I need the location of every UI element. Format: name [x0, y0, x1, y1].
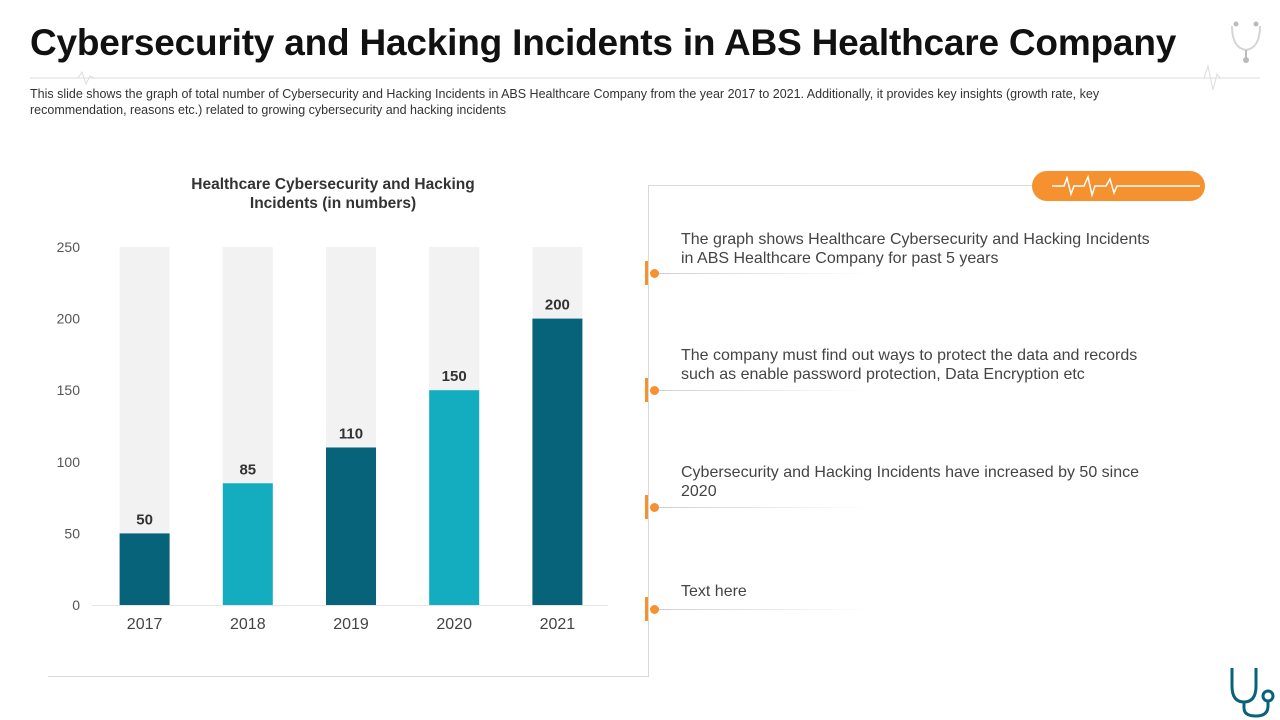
y-tick-label: 0 — [72, 597, 80, 613]
heartbeat-divider-icon — [30, 64, 1260, 91]
bar — [222, 483, 273, 605]
x-tick-label: 2019 — [333, 616, 369, 633]
y-tick-label: 250 — [57, 239, 81, 255]
x-tick-label: 2020 — [436, 616, 472, 633]
chart-title: Healthcare Cybersecurity and Hacking Inc… — [191, 176, 475, 212]
bar — [429, 390, 480, 605]
chart-plot: 0 50 100 150 200 250 50 2017 85 2018 110 2019 150 202… — [57, 239, 608, 633]
data-label: 200 — [545, 297, 570, 314]
y-tick-label: 50 — [64, 525, 80, 541]
top-divider — [648, 185, 1048, 186]
insight-text-3: Cybersecurity and Hacking Incidents have… — [681, 464, 1140, 500]
y-tick-label: 100 — [57, 454, 81, 470]
insight-text-1: The graph shows Healthcare Cybersecurity… — [681, 231, 1150, 267]
stethoscope-icon — [1230, 668, 1275, 718]
insight-marker-4 — [645, 597, 875, 621]
bar-chart: Healthcare Cybersecurity and Hacking Inc… — [40, 165, 640, 685]
data-label: 110 — [339, 425, 363, 442]
page-subtitle: This slide shows the graph of total numb… — [30, 87, 1100, 117]
y-tick-label: 200 — [57, 311, 81, 327]
bottom-divider — [48, 676, 649, 677]
bar — [119, 533, 170, 605]
data-label: 150 — [442, 368, 467, 385]
insight-marker-3 — [645, 495, 875, 519]
x-tick-label: 2018 — [230, 616, 266, 633]
page-title: Cybersecurity and Hacking Incidents in A… — [30, 22, 1177, 63]
x-tick-label: 2017 — [127, 616, 163, 633]
insight-marker-1 — [645, 261, 875, 285]
x-tick-label: 2021 — [540, 616, 576, 633]
insight-marker-2 — [645, 378, 875, 402]
insight-text-4: Text here — [681, 583, 747, 600]
vertical-divider — [648, 185, 649, 677]
y-tick-label: 150 — [57, 382, 81, 398]
bar — [532, 318, 583, 605]
bar — [326, 447, 376, 605]
heartbeat-pulse-icon — [1032, 171, 1205, 201]
insight-text-2: The company must find out ways to protec… — [681, 347, 1138, 383]
medical-device-icon — [1231, 21, 1261, 63]
data-label: 50 — [136, 511, 153, 528]
data-label: 85 — [239, 461, 256, 478]
